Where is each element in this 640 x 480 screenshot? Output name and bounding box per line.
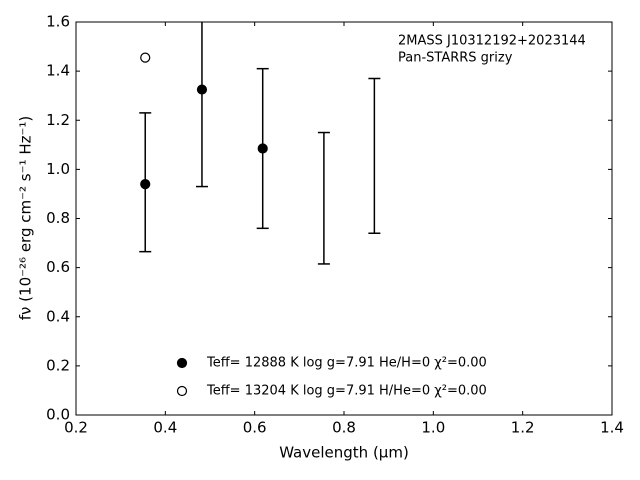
y-tick-label: 1.4 (46, 62, 70, 80)
annotation: Pan-STARRS grizy (398, 51, 513, 66)
y-tick-label: 0.2 (46, 356, 70, 374)
x-tick-label: 1.2 (511, 419, 535, 437)
legend-marker (176, 357, 188, 369)
data-point (140, 179, 151, 190)
y-tick-label: 0.4 (46, 307, 70, 325)
legend-label: Teff= 13204 K log g=7.91 H/He=0 χ²=0.00 (206, 384, 487, 399)
y-tick-label: 0.6 (46, 258, 70, 276)
y-tick-label: 1.6 (46, 13, 70, 31)
x-tick-label: 0.8 (332, 419, 356, 437)
x-tick-label: 1.0 (421, 419, 445, 437)
x-tick-label: 0.2 (64, 419, 88, 437)
y-tick-label: 1.2 (46, 111, 70, 129)
data-point (257, 143, 268, 154)
annotation: 2MASS J10312192+2023144 (398, 34, 586, 49)
data-point (140, 52, 151, 63)
plot-area (139, 22, 381, 265)
data-point (196, 84, 208, 95)
legend-marker (176, 385, 188, 397)
x-tick-label: 0.6 (243, 419, 267, 437)
legend-label: Teff= 12888 K log g=7.91 He/H=0 χ²=0.00 (206, 356, 487, 371)
y-tick-label: 0.0 (46, 406, 70, 424)
x-axis-label: Wavelength (μm) (279, 444, 409, 462)
y-tick-label: 1.0 (46, 160, 70, 178)
x-tick-label: 1.4 (600, 419, 624, 437)
x-tick-label: 0.4 (153, 419, 177, 437)
y-axis-label: fν (10⁻²⁶ erg cm⁻² s⁻¹ Hz⁻¹) (17, 116, 35, 321)
y-tick-label: 0.8 (46, 209, 70, 227)
